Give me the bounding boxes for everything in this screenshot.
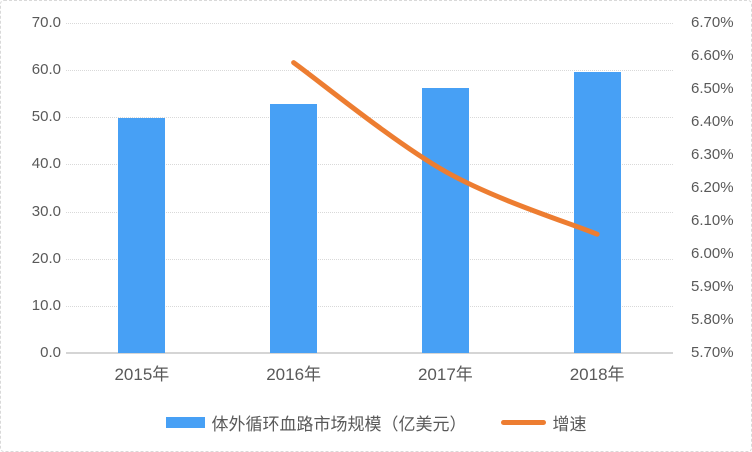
x-axis-category-label: 2017年 xyxy=(417,365,473,384)
right-axis-tick-label: 6.30% xyxy=(691,146,734,163)
left-axis-tick-label: 30.0 xyxy=(31,202,61,220)
gridline xyxy=(66,258,673,260)
bar-2015年 xyxy=(118,118,166,353)
left-axis-tick-label: 40.0 xyxy=(31,155,61,173)
right-axis-tick-label: 5.70% xyxy=(691,344,734,361)
legend: 体外循环血路市场规模（亿美元） 增速 xyxy=(1,407,751,437)
x-axis-category-label: 2018年 xyxy=(569,365,625,384)
right-axis-tick-label: 6.20% xyxy=(691,179,734,196)
legend-line-swatch xyxy=(500,419,546,425)
right-axis-tick-label: 5.90% xyxy=(691,278,734,295)
gridline xyxy=(66,305,673,307)
left-axis-tick-label: 10.0 xyxy=(31,296,61,314)
legend-item-growth: 增速 xyxy=(500,410,587,435)
x-axis-category-label: 2016年 xyxy=(266,365,322,384)
x-axis-line xyxy=(66,352,673,354)
right-axis-tick-label: 6.40% xyxy=(691,113,734,130)
right-axis-tick-label: 6.60% xyxy=(691,47,734,64)
right-axis-tick-label: 5.80% xyxy=(691,311,734,328)
legend-bar-swatch xyxy=(165,416,205,428)
right-axis-tick-label: 6.00% xyxy=(691,245,734,262)
legend-line-label: 增速 xyxy=(552,414,587,434)
bar-2017年 xyxy=(421,87,469,353)
gridline xyxy=(66,23,673,24)
left-axis-tick-label: 60.0 xyxy=(31,61,61,79)
left-axis-tick-label: 70.0 xyxy=(31,14,61,31)
bar-2016年 xyxy=(270,103,318,353)
left-axis-tick-label: 20.0 xyxy=(31,249,61,267)
x-axis-category-label: 2015年 xyxy=(114,365,170,384)
left-axis-tick-label: 0.0 xyxy=(40,344,61,361)
right-axis-tick-label: 6.70% xyxy=(691,14,734,31)
legend-item-market-size: 体外循环血路市场规模（亿美元） xyxy=(165,410,467,435)
bar-2018年 xyxy=(573,71,621,353)
right-axis-tick-label: 6.50% xyxy=(691,80,734,97)
legend-bar-label: 体外循环血路市场规模（亿美元） xyxy=(211,414,467,434)
left-axis-tick-label: 50.0 xyxy=(31,108,61,126)
right-axis-tick-label: 6.10% xyxy=(691,212,734,229)
